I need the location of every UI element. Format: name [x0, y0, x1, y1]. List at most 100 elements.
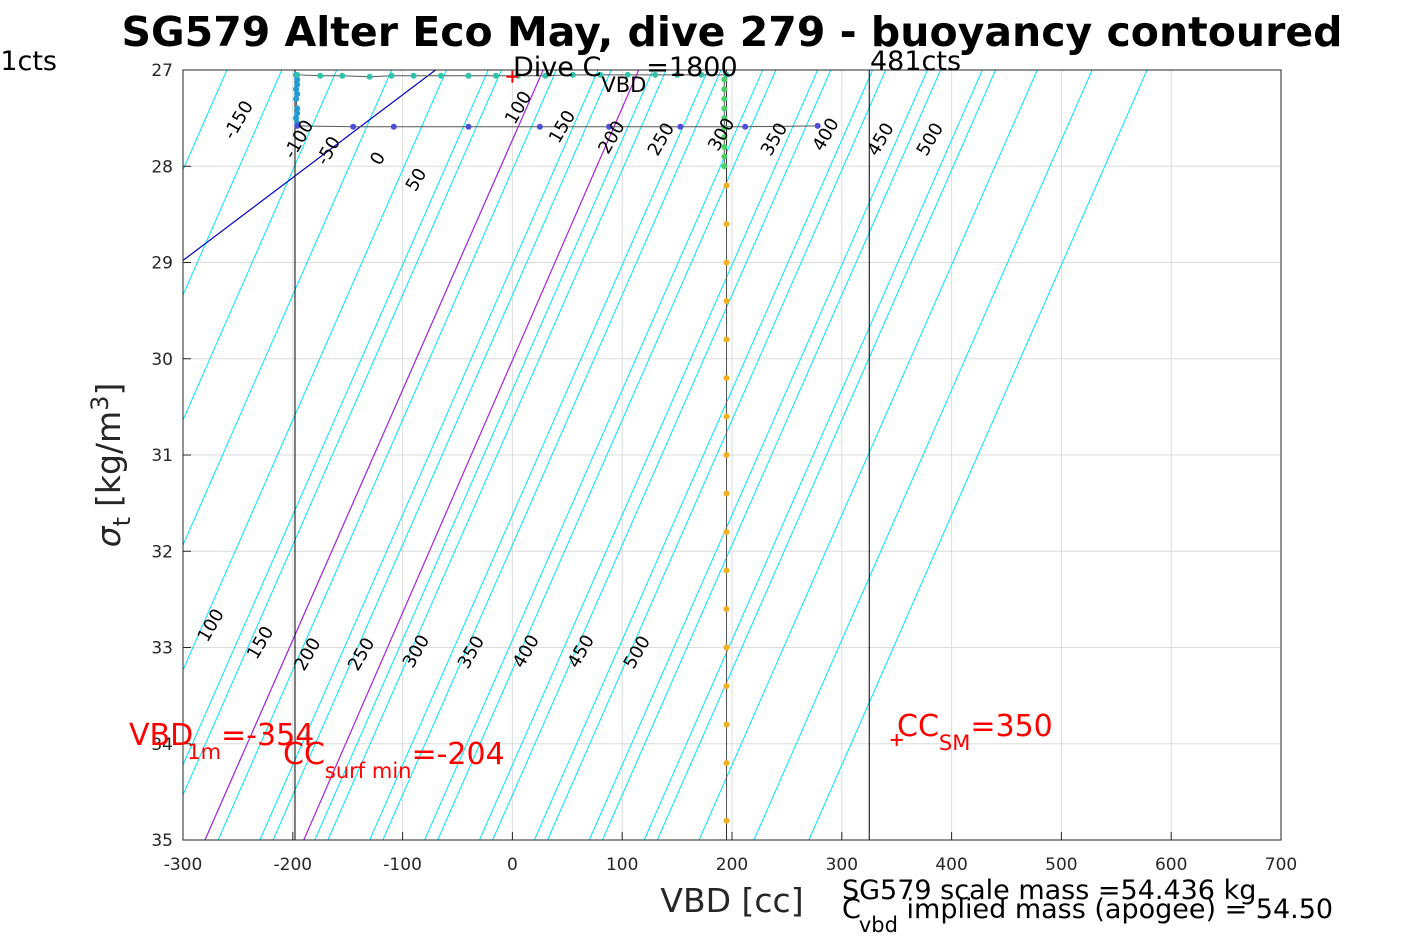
contour-line-cyan — [183, 70, 489, 767]
x-tick-label: -300 — [164, 855, 203, 875]
data-point — [721, 144, 728, 150]
contour-line-cyan — [183, 70, 338, 422]
data-point — [294, 71, 301, 78]
y-tick-label: 31 — [151, 446, 173, 466]
contour-line-cyan — [601, 70, 942, 840]
dive-cvbd-label: Dive CVBD=1800 — [513, 52, 738, 97]
data-point — [723, 567, 730, 574]
contour-line-cyan — [533, 70, 874, 840]
contour-line-cyan — [183, 70, 283, 297]
data-point — [723, 817, 730, 824]
y-label-unit: [kg/m — [89, 411, 128, 507]
data-point — [742, 123, 749, 130]
y-tick-label: 29 — [151, 254, 173, 274]
data-point — [294, 81, 301, 88]
x-tick-label: 200 — [716, 855, 748, 875]
data-point — [492, 72, 499, 79]
implied-mass-label: Cvbd implied mass (apogee) = 54.50 — [842, 894, 1333, 937]
data-point — [294, 105, 301, 112]
contour-line-cyan — [369, 70, 709, 840]
y-tick-label: 27 — [151, 61, 173, 81]
y-label-sub: t — [108, 517, 136, 526]
scale-mass-label: SG579 scale mass =54.436 kg — [842, 875, 1256, 906]
contour-line-cyan — [314, 70, 654, 840]
data-point — [721, 115, 728, 122]
contour-line-cyan — [183, 70, 447, 672]
data-point — [723, 760, 730, 766]
contour-line-cyan — [382, 70, 722, 840]
data-point — [723, 721, 730, 728]
data-point — [465, 123, 472, 130]
y-axis-label: σt [kg/m3] — [86, 383, 136, 548]
data-point — [294, 91, 301, 98]
contour-line-cyan — [183, 70, 393, 547]
contour-line-highlight — [183, 70, 436, 262]
data-point — [723, 529, 730, 535]
y-tick-label: 28 — [151, 157, 173, 177]
contour-line-cyan — [479, 70, 819, 840]
contour-line-cyan — [547, 70, 887, 840]
x-tick-label: 700 — [1265, 855, 1297, 875]
y-tick-label: 35 — [151, 831, 173, 851]
data-point — [294, 110, 301, 117]
contour-line-cyan — [217, 70, 557, 840]
data-series — [293, 70, 903, 824]
data-point — [542, 72, 549, 79]
counts-right-label: 481cts — [870, 46, 961, 77]
data-point — [723, 683, 730, 689]
data-point — [721, 86, 728, 93]
y-tick-label: 33 — [151, 639, 173, 659]
x-tick-label: 500 — [1045, 855, 1077, 875]
contour-line-cyan — [656, 70, 996, 840]
data-point — [293, 86, 300, 93]
data-point — [606, 123, 613, 130]
contour-lines — [183, 70, 1148, 840]
data-point — [721, 105, 728, 112]
data-point — [624, 71, 631, 78]
contour-line-cyan — [753, 70, 1093, 840]
contour-line-cyan — [259, 70, 599, 840]
contour-line-cyan — [808, 70, 1148, 840]
contour-line-cyan — [272, 70, 612, 840]
contour-line-cyan — [643, 70, 983, 840]
data-point — [674, 71, 681, 78]
x-tick-label: 300 — [826, 855, 858, 875]
cc-sm-label: CCSM=350 — [897, 709, 1053, 755]
x-axis-label: VBD [cc] — [660, 881, 803, 920]
x-tick-label: 0 — [507, 855, 518, 875]
data-point — [293, 95, 300, 102]
data-point — [723, 259, 730, 266]
data-point — [317, 72, 324, 79]
data-point — [366, 73, 373, 80]
data-point — [814, 122, 821, 129]
x-tick-labels: -300 -200 -100 0 100 200 300 400 500 600 700 — [164, 832, 1297, 875]
data-point — [390, 123, 397, 130]
data-point — [388, 72, 395, 79]
data-point — [350, 123, 357, 130]
data-point — [677, 123, 684, 130]
data-point — [723, 452, 730, 458]
data-point — [721, 163, 728, 170]
data-point — [438, 72, 445, 79]
y-label-sigma: σ — [89, 525, 128, 547]
contour-line-cyan — [492, 70, 832, 840]
data-point — [721, 76, 728, 83]
contour-line-cyan — [424, 70, 764, 840]
data-point — [723, 413, 730, 420]
contour-line-cyan — [437, 70, 777, 840]
contour-line-cyan — [183, 70, 502, 797]
x-tick-label: 600 — [1155, 855, 1187, 875]
contour-line-cyan — [588, 70, 928, 840]
data-point — [294, 76, 301, 83]
counts-left-label: 1cts — [0, 46, 57, 77]
y-label-close: ] — [89, 383, 128, 396]
chart-title: SG579 Alter Eco May, dive 279 - buoyancy… — [121, 8, 1342, 56]
data-point — [723, 298, 730, 304]
x-tick-label: -200 — [274, 855, 313, 875]
data-point — [721, 134, 728, 141]
data-point — [536, 123, 543, 130]
data-point — [723, 490, 730, 497]
data-point — [721, 95, 728, 102]
data-point — [597, 71, 604, 78]
data-point — [723, 182, 730, 189]
